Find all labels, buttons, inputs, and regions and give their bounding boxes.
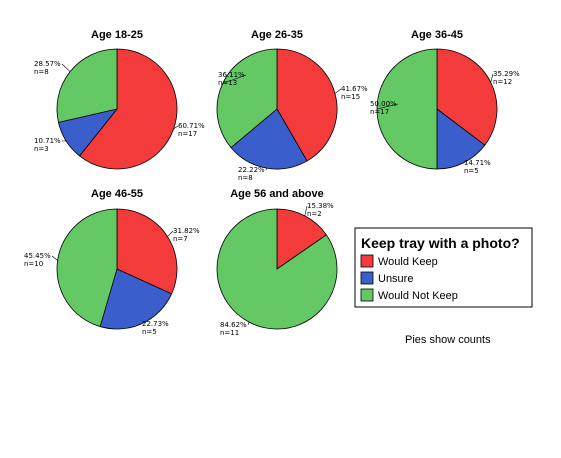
leader-line bbox=[167, 230, 174, 237]
slice-percent-label: 22.22% bbox=[238, 166, 265, 174]
slice-percent-label: 60.71% bbox=[178, 122, 205, 130]
leader-line bbox=[222, 74, 247, 84]
legend-swatch-unsure bbox=[360, 271, 374, 285]
leader-line bbox=[304, 205, 308, 216]
pie-slice-would-keep bbox=[276, 48, 338, 162]
legend: Keep tray with a photo? Would Keep Unsur… bbox=[354, 227, 533, 308]
slice-count-label: n=8 bbox=[238, 174, 253, 182]
slice-count-label: n=3 bbox=[34, 145, 49, 153]
pie-slice-would-keep bbox=[116, 208, 178, 295]
slice-count-label: n=5 bbox=[464, 167, 479, 175]
legend-label-would-not-keep: Would Not Keep bbox=[378, 290, 458, 302]
pie-age-46-55: Age 46-55 31.82%n=7 22.73%n=5 45.45%n=10 bbox=[24, 188, 200, 336]
slice-count-label: n=13 bbox=[218, 79, 237, 87]
leader-line bbox=[51, 255, 58, 261]
slice-percent-label: 41.67% bbox=[341, 85, 368, 93]
slice-count-label: n=7 bbox=[173, 235, 188, 243]
slice-count-label: n=8 bbox=[34, 68, 49, 76]
pies-layer: Age 18-2560.71%n=1710.71%n=328.57%n=8Age… bbox=[24, 29, 520, 337]
slice-count-label: n=5 bbox=[142, 328, 157, 336]
slice-count-label: n=17 bbox=[178, 130, 197, 138]
slice-percent-label: 35.29% bbox=[493, 70, 520, 78]
slice-count-label: n=10 bbox=[24, 260, 43, 268]
pie-slice-unsure bbox=[436, 108, 486, 170]
pie-title: Age 18-25 bbox=[91, 29, 143, 41]
slice-percent-label: 31.82% bbox=[173, 227, 200, 235]
legend-swatch-would-not-keep bbox=[360, 288, 374, 302]
leader-line bbox=[334, 88, 342, 94]
slice-percent-label: 36.11% bbox=[218, 71, 245, 79]
pie-slice-unsure bbox=[99, 268, 173, 330]
slice-percent-label: 15.38% bbox=[307, 202, 334, 210]
slice-percent-label: 22.73% bbox=[142, 320, 169, 328]
pie-age-18-25: Age 18-25 60.71%n=17 10.71%n=3 28.57%n=8 bbox=[34, 29, 205, 170]
legend-swatch-would-keep bbox=[360, 254, 374, 268]
pie-slice-would-not-keep bbox=[56, 48, 118, 123]
pie-slice-would-not-keep bbox=[56, 208, 118, 328]
legend-box bbox=[354, 227, 533, 308]
slice-percent-label: 28.57% bbox=[34, 60, 61, 68]
slice-percent-label: 45.45% bbox=[24, 252, 51, 260]
leader-line bbox=[173, 125, 179, 130]
leader-line bbox=[247, 322, 250, 326]
slice-percent-label: 84.62% bbox=[220, 321, 247, 329]
pie-slice-would-keep bbox=[276, 208, 327, 270]
pie-slice-would-keep bbox=[436, 48, 498, 146]
pie-slice-unsure bbox=[230, 108, 308, 170]
legend-label-unsure: Unsure bbox=[378, 273, 413, 285]
slice-count-label: n=11 bbox=[220, 329, 239, 337]
slice-count-label: n=15 bbox=[341, 93, 360, 101]
legend-title: Keep tray with a photo? bbox=[361, 235, 520, 251]
pie-title: Age 36-45 bbox=[411, 29, 463, 41]
pie-title: Age 46-55 bbox=[91, 188, 143, 200]
pies-show-counts-note: Pies show counts bbox=[405, 334, 491, 346]
slice-count-label: n=12 bbox=[493, 78, 512, 86]
pie-title: Age 56 and above bbox=[230, 188, 324, 200]
pie-title: Age 26-35 bbox=[251, 29, 303, 41]
pie-slice-would-not-keep bbox=[216, 208, 338, 330]
pie-slice-would-not-keep bbox=[216, 48, 278, 149]
pie-age-36-45: Age 36-45 35.29%n=12 14.71%n=5 50.00%n=17 bbox=[370, 29, 520, 175]
slice-percent-label: 10.71% bbox=[34, 137, 61, 145]
leader-line bbox=[265, 168, 267, 171]
legend-label-would-keep: Would Keep bbox=[378, 256, 438, 268]
pie-age-26-35: Age 26-35 41.67%n=15 22.22%n=8 36.11%n=13 bbox=[216, 29, 368, 182]
slice-percent-label: 50.00% bbox=[370, 100, 397, 108]
pie-age-56-and-above: Age 56 and above 15.38%n=2 84.62%n=11 bbox=[216, 188, 338, 337]
slice-count-label: n=2 bbox=[307, 210, 322, 218]
leader-line bbox=[376, 103, 399, 110]
leader-line bbox=[490, 73, 494, 83]
leader-line bbox=[61, 63, 71, 72]
slice-count-label: n=17 bbox=[370, 108, 389, 116]
slice-percent-label: 14.71% bbox=[464, 159, 491, 167]
